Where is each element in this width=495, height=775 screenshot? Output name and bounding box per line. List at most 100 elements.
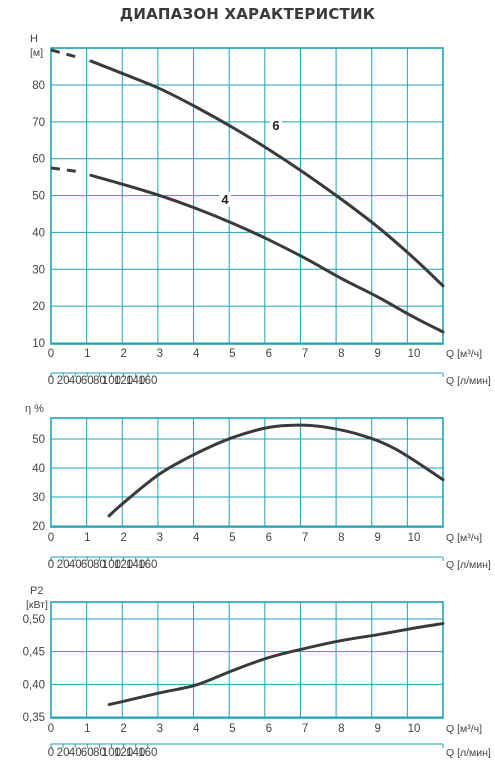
panel-2-xtick-m3h: 5 [229, 532, 235, 544]
panel-2-xtick-lmin: 120 [114, 559, 133, 571]
panel-2-frame [50, 417, 444, 528]
chart-title: ДИАПАЗОН ХАРАКТЕРИСТИК [119, 5, 376, 23]
panel-2-xtick-m3h: 0 [48, 532, 54, 544]
panel-2-xtick-lmin: 80 [93, 559, 106, 571]
panel-2-series-0-line [107, 423, 445, 518]
panel-1-xtick-m3h: 5 [229, 348, 235, 360]
panel-2-ytick-label: 50 [32, 434, 45, 446]
panel-2-xtick-m3h: 8 [338, 532, 344, 544]
panel-1-xunit-m3h: Q [м³/ч] [446, 348, 482, 360]
panel-3-xtick-m3h: 0 [48, 723, 54, 735]
panel-1-xtick-lmin: 40 [69, 375, 82, 387]
panel-1-series-4-line [89, 173, 445, 334]
panel-1-xtick-lmin: 120 [114, 375, 133, 387]
panel-1-xtick-lmin: 100 [102, 375, 121, 387]
panel-1-xtick-lmin: 160 [138, 375, 157, 387]
panel-3-xtick-m3h: 10 [408, 723, 421, 735]
panel-1-xtick-m3h: 3 [157, 348, 163, 360]
panel-3-ytick-label: 0,45 [23, 647, 45, 659]
panel-1-ytick-label: 20 [32, 301, 45, 313]
panel-2-xtick-lmin: 20 [57, 559, 70, 571]
panel-3-xtick-m3h: 2 [120, 723, 126, 735]
panel-2-ytick-label: 30 [32, 492, 45, 504]
panel-3-ylabel: P2 [30, 585, 43, 597]
panel-2-ytick-label: 20 [32, 521, 45, 533]
panel-3-xtick-m3h: 1 [84, 723, 90, 735]
panel-1-ytick-label: 50 [32, 191, 45, 203]
panel-3-ytick-label: 0,40 [23, 679, 45, 691]
panel-2-xtick-m3h: 3 [157, 532, 163, 544]
panel-1-xtick-m3h: 9 [374, 348, 380, 360]
panel-1-ytick-label: 60 [32, 154, 45, 166]
panel-3-xtick-m3h: 8 [338, 723, 344, 735]
panel-1-xtick-lmin: 140 [126, 375, 145, 387]
panel-1-xunit-lmin: Q [л/мин] [446, 375, 491, 387]
panel-3-xtick-lmin: 140 [126, 747, 145, 759]
panel-1-xtick-m3h: 0 [48, 348, 54, 360]
panel-3-ytick-label: 0,50 [23, 614, 45, 626]
panel-1-xtick-m3h: 1 [84, 348, 90, 360]
panel-3-xtick-m3h: 7 [302, 723, 308, 735]
panel-1-ylabel: H [30, 33, 38, 45]
panel-2-xtick-lmin: 160 [138, 559, 157, 571]
panel-1-yunit: [м] [30, 47, 43, 59]
panel-3-ytick-label: 0,35 [23, 712, 45, 724]
panel-1-frame [50, 47, 444, 345]
panel-2-xunit-lmin: Q [л/мин] [446, 559, 491, 571]
panel-1-xtick-lmin: 60 [81, 375, 94, 387]
panel-2-ylabel: η % [25, 403, 44, 415]
curve-label-bg-4 [219, 192, 231, 207]
panel-3-xtick-m3h: 3 [157, 723, 163, 735]
panel-2-xtick-lmin: 140 [126, 559, 145, 571]
panel-3-xtick-lmin: 40 [69, 747, 82, 759]
panel-2-xtick-m3h: 1 [84, 532, 90, 544]
panel-1-xtick-lmin: 20 [57, 375, 70, 387]
panel-1-ytick-label: 70 [32, 117, 45, 129]
panel-3-xtick-m3h: 6 [266, 723, 272, 735]
panel-3-group [50, 601, 444, 748]
panel-1-xtick-lmin: 80 [93, 375, 106, 387]
panel-3-xtick-lmin: 100 [102, 747, 121, 759]
panel-2-xunit-m3h: Q [м³/ч] [446, 532, 482, 544]
panel-2-xtick-lmin: 0 [48, 559, 54, 571]
panel-2-xtick-lmin: 60 [81, 559, 94, 571]
panel-2-xtick-m3h: 4 [193, 532, 200, 544]
panel-3-xtick-m3h: 5 [229, 723, 235, 735]
panel-1-ytick-label: 80 [32, 80, 45, 92]
panel-3-series-0-line [107, 622, 445, 707]
panel-3-xtick-lmin: 20 [57, 747, 70, 759]
panel-1-xtick-m3h: 4 [193, 348, 200, 360]
panel-3-xunit-m3h: Q [м³/ч] [446, 723, 482, 735]
panel-2-xtick-m3h: 9 [374, 532, 380, 544]
panel-1-xtick-m3h: 8 [338, 348, 344, 360]
panel-2-ytick-label: 40 [32, 463, 45, 475]
panel-3-xtick-m3h: 4 [193, 723, 200, 735]
panel-3-xtick-lmin: 80 [93, 747, 106, 759]
panel-1-xtick-m3h: 2 [120, 348, 126, 360]
panel-2-group [50, 417, 444, 561]
panel-3-xtick-lmin: 120 [114, 747, 133, 759]
panel-1-xtick-lmin: 0 [48, 375, 54, 387]
panel-3-xtick-lmin: 0 [48, 747, 54, 759]
panel-1-series-4-dashed-extension [50, 166, 79, 174]
panel-2-xtick-m3h: 10 [408, 532, 421, 544]
panel-1-ytick-label: 40 [32, 227, 45, 239]
panel-3-xtick-m3h: 9 [374, 723, 380, 735]
panel-2-xtick-lmin: 40 [69, 559, 82, 571]
panel-1-ytick-label: 10 [32, 338, 45, 350]
panel-1-ytick-label: 30 [32, 264, 45, 276]
panel-3-frame [50, 601, 444, 719]
panel-3-yunit: [кВт] [26, 599, 48, 611]
panel-3-xtick-lmin: 60 [81, 747, 94, 759]
curve-label-bg-6 [270, 118, 282, 133]
panel-1-group [50, 47, 444, 377]
panel-1-series-6-line [89, 59, 445, 288]
panel-3-xunit-lmin: Q [л/мин] [446, 747, 491, 759]
panel-1-xtick-m3h: 10 [408, 348, 421, 360]
panel-1-xtick-m3h: 6 [266, 348, 272, 360]
panel-2-xtick-lmin: 100 [102, 559, 121, 571]
panel-1-xtick-m3h: 7 [302, 348, 308, 360]
panel-2-xtick-m3h: 2 [120, 532, 126, 544]
panel-3-xtick-lmin: 160 [138, 747, 157, 759]
